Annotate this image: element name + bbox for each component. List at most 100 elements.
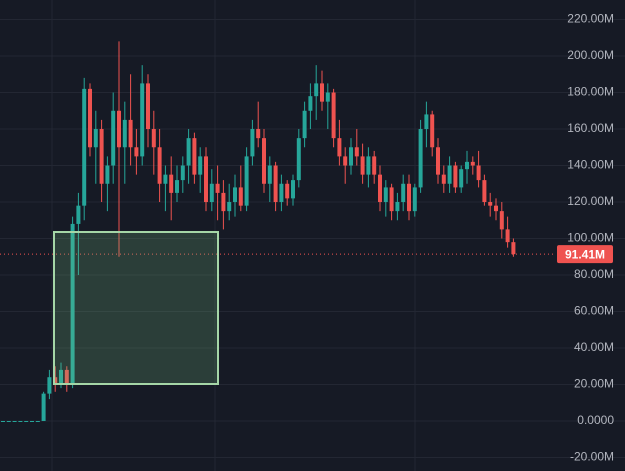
candle-body bbox=[146, 83, 150, 130]
candle-body bbox=[337, 138, 342, 157]
candle-body bbox=[244, 156, 249, 206]
candle-body bbox=[395, 202, 400, 212]
candle-body bbox=[447, 165, 452, 184]
y-tick-label: 60.00M bbox=[574, 304, 614, 318]
candle-body bbox=[302, 110, 307, 139]
candle-body bbox=[412, 187, 417, 212]
candle-body bbox=[314, 83, 319, 97]
candle-body bbox=[401, 183, 406, 203]
y-tick-label: 120.00M bbox=[567, 194, 614, 208]
candle-body bbox=[122, 119, 127, 148]
candle-body bbox=[511, 242, 516, 255]
candle-body bbox=[64, 369, 69, 385]
candle-body bbox=[494, 205, 498, 212]
candle-body bbox=[453, 165, 458, 188]
candles bbox=[1, 41, 516, 422]
candle-body bbox=[441, 174, 446, 184]
candle-body bbox=[476, 165, 481, 181]
candle-body bbox=[204, 156, 208, 203]
candle-body bbox=[134, 147, 139, 157]
candle-body bbox=[233, 187, 237, 203]
candle-body bbox=[221, 192, 226, 212]
candle-body bbox=[41, 393, 46, 421]
grid bbox=[0, 19, 625, 458]
candle-body bbox=[209, 183, 214, 203]
candle-body bbox=[372, 156, 377, 175]
candle-body bbox=[238, 187, 243, 206]
candle-body bbox=[24, 420, 29, 422]
candle-body bbox=[99, 129, 104, 184]
candle-body bbox=[331, 92, 336, 139]
candle-body bbox=[128, 119, 133, 148]
candle-body bbox=[70, 223, 75, 385]
y-tick-label: 20.00M bbox=[574, 377, 614, 391]
candle-body bbox=[482, 180, 487, 203]
candle-body bbox=[505, 229, 510, 243]
candle-body bbox=[488, 202, 493, 206]
rectangle-drawing bbox=[53, 231, 219, 385]
candle-body bbox=[76, 205, 81, 224]
y-tick-label: 220.00M bbox=[567, 12, 614, 26]
y-tick-label: 140.00M bbox=[567, 158, 614, 172]
candle-body bbox=[383, 187, 388, 203]
last-price-badge bbox=[557, 245, 613, 264]
candle-body bbox=[117, 110, 121, 148]
candle-body bbox=[296, 138, 301, 181]
candle-body bbox=[285, 183, 290, 199]
y-tick-label: 100.00M bbox=[567, 231, 614, 245]
y-tick-label: 40.00M bbox=[574, 340, 614, 354]
candle-body bbox=[349, 147, 353, 166]
candle-body bbox=[325, 92, 330, 102]
candle-body bbox=[215, 183, 220, 193]
candle-body bbox=[262, 138, 266, 184]
candle-body bbox=[279, 183, 284, 203]
candle-body bbox=[308, 96, 313, 111]
vertical-grid bbox=[51, 0, 416, 471]
candle-body bbox=[151, 129, 156, 148]
y-tick-label: -20.00M bbox=[570, 450, 614, 464]
candle-body bbox=[111, 110, 116, 166]
candle-body bbox=[157, 147, 162, 184]
candle-body bbox=[105, 165, 110, 184]
candle-body bbox=[186, 138, 191, 166]
candle-body bbox=[93, 129, 98, 148]
candle-body bbox=[291, 180, 295, 199]
candle-body bbox=[53, 377, 58, 385]
candle-body bbox=[360, 156, 365, 175]
candle-body bbox=[273, 165, 278, 203]
candle-body bbox=[180, 165, 185, 181]
candle-body bbox=[378, 174, 382, 203]
candle-body bbox=[140, 83, 145, 157]
candle-body bbox=[12, 420, 17, 422]
candle-body bbox=[35, 420, 40, 422]
candle-body bbox=[436, 147, 440, 175]
candle-body bbox=[18, 420, 23, 422]
candle-body bbox=[30, 420, 34, 422]
y-tick-label: 0.0000 bbox=[577, 413, 614, 427]
y-tick-label: 180.00M bbox=[567, 85, 614, 99]
candle-body bbox=[459, 169, 464, 188]
candle-body bbox=[407, 183, 411, 212]
candle-body bbox=[1, 420, 5, 422]
candle-body bbox=[418, 129, 423, 188]
y-tick-label: 200.00M bbox=[567, 48, 614, 62]
candle-body bbox=[499, 211, 504, 230]
candle-body bbox=[250, 129, 255, 157]
candle-body bbox=[82, 88, 87, 206]
candle-body bbox=[256, 129, 261, 139]
candle-body bbox=[465, 161, 469, 170]
candle-body bbox=[343, 156, 348, 166]
candle-body bbox=[169, 174, 174, 193]
candle-body bbox=[59, 369, 63, 385]
candle-body bbox=[192, 138, 197, 175]
candle-body bbox=[6, 420, 11, 422]
candle-body bbox=[430, 114, 435, 148]
candle-body bbox=[163, 174, 168, 184]
candle-body bbox=[88, 88, 92, 148]
candle-body bbox=[389, 187, 394, 212]
price-axis: 220.00M 200.00M 180.00M 160.00M 140.00M 120.0… bbox=[557, 12, 614, 464]
y-tick-label: 160.00M bbox=[567, 121, 614, 135]
candle-body bbox=[198, 156, 203, 175]
